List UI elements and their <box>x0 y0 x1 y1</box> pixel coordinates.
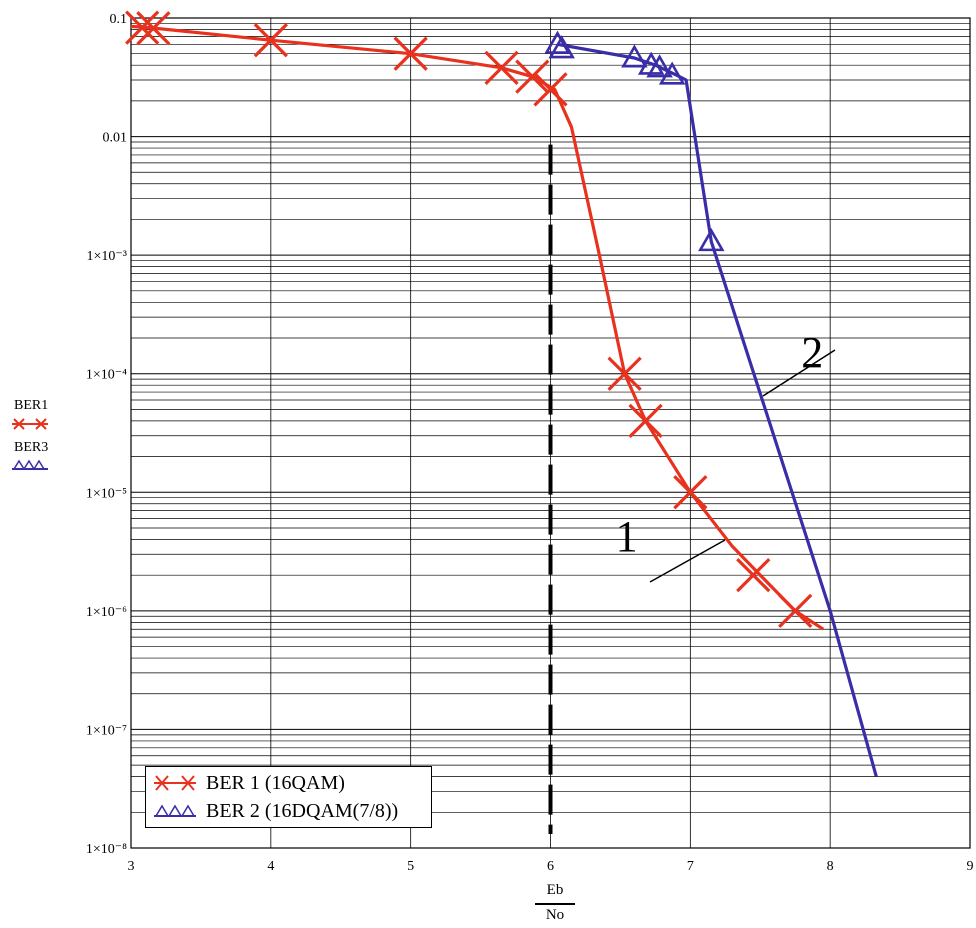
series-1-marker <box>673 475 708 510</box>
callout-label-1: 1 <box>616 512 638 561</box>
x-tick-label: 7 <box>687 859 694 874</box>
series-1-marker <box>393 36 428 71</box>
callout-line-1 <box>649 539 726 583</box>
series-2-marker <box>646 54 673 78</box>
series-2-marker <box>548 35 575 59</box>
x-axis-label-numerator: Eb <box>546 882 564 898</box>
series-1-marker <box>628 403 663 439</box>
x-tick-label: 3 <box>128 859 135 874</box>
y-series-label-ber3: BER3 <box>14 440 49 455</box>
series-group <box>125 10 878 778</box>
grid <box>130 17 971 849</box>
series-1-marker <box>515 59 550 94</box>
legend-ber2-marker-icon <box>154 804 196 817</box>
legend-ber1-label: BER 1 (16QAM) <box>206 771 345 794</box>
x-tick-label: 6 <box>547 859 554 874</box>
x-axis-label-denominator: No <box>545 907 565 923</box>
ber3-line-sample <box>12 459 48 470</box>
series-2-marker <box>698 228 725 252</box>
series-1-marker <box>778 593 813 628</box>
y-series-label-ber1: BER1 <box>14 398 49 413</box>
x-tick-label: 8 <box>827 859 834 874</box>
series-line-2 <box>557 42 878 778</box>
series-2-marker <box>658 61 686 85</box>
series-1-marker <box>736 558 771 593</box>
plot-frame <box>130 17 971 849</box>
series-2-marker <box>621 44 648 68</box>
x-axis-fraction-bar <box>535 903 575 905</box>
series-2-marker <box>544 30 571 54</box>
y-tick-label: 1×10⁻⁷ <box>86 723 127 738</box>
callout-label-2: 2 <box>801 328 823 377</box>
y-tick-label: 1×10⁻⁶ <box>86 605 127 620</box>
y-tick-label: 0.1 <box>110 12 128 27</box>
y-tick-label: 1×10⁻⁴ <box>86 368 127 383</box>
callout-line-2 <box>762 349 836 397</box>
legend-item-ber1: BER 1 (16QAM) <box>152 771 345 795</box>
x-tick-label: 4 <box>267 859 274 874</box>
legend-item-ber2: BER 2 (16DQAM(7/8)) <box>152 799 398 823</box>
series-line-1 <box>130 24 825 631</box>
series-1-marker <box>484 50 519 85</box>
y-tick-label: 0.01 <box>103 131 128 146</box>
series-1-marker <box>125 10 160 45</box>
tick-labels: 3 4 5 6 7 8 9 0.1 0.01 1×10⁻³ 1×10⁻⁴ 1×10⁻⁵ 1×10⁻⁶ 1×… <box>86 12 974 874</box>
y-tick-label: 1×10⁻⁸ <box>86 842 127 857</box>
y-tick-label: 1×10⁻⁵ <box>86 486 127 501</box>
series-1-marker <box>607 356 642 391</box>
legend-ber1-marker-icon <box>154 775 196 791</box>
series-1-marker <box>136 11 171 46</box>
x-tick-label: 5 <box>407 859 414 874</box>
legend-ber2-label: BER 2 (16DQAM(7/8)) <box>206 799 399 822</box>
legend: BER 1 (16QAM) BER 2 (16DQAM(7/8)) <box>145 766 432 828</box>
x-tick-label: 9 <box>967 859 974 874</box>
series-1-marker <box>253 23 288 58</box>
callouts-group: 12 <box>616 328 836 583</box>
ber1-line-sample <box>12 418 48 430</box>
series-1-marker <box>533 72 568 107</box>
y-tick-label: 1×10⁻³ <box>87 249 127 264</box>
